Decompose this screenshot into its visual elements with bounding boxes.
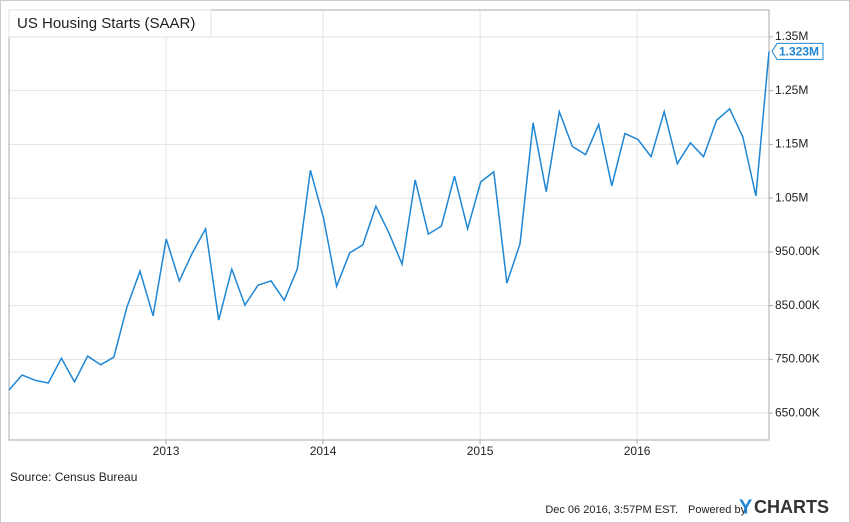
- chart-title: US Housing Starts (SAAR): [17, 15, 195, 32]
- timestamp: Dec 06 2016, 3:57PM EST.: [545, 504, 678, 516]
- line-series: [8, 51, 770, 391]
- powered-by: Powered by: [688, 504, 747, 516]
- last-value-label: 1.323M: [779, 45, 819, 59]
- y-tick-label: 1.25M: [775, 83, 808, 97]
- title-box: [8, 9, 212, 38]
- x-tick-label: 2014: [310, 444, 337, 458]
- source: Source: Census Bureau: [10, 470, 137, 484]
- y-tick-label: 1.15M: [775, 137, 808, 151]
- y-tick-label: 950.00K: [775, 244, 820, 258]
- value-label-box: [771, 42, 824, 60]
- grid: [9, 10, 773, 444]
- marks: [8, 51, 770, 391]
- brand: CHARTS: [754, 497, 829, 517]
- plot-frame: [8, 9, 770, 441]
- y-tick-label: 650.00K: [775, 405, 820, 419]
- x-tick-label: 2016: [624, 444, 651, 458]
- y-tick-label: 750.00K: [775, 352, 820, 366]
- x-tick-label: 2015: [467, 444, 494, 458]
- brand-mark: Y: [739, 496, 753, 518]
- y-tick-label: 1.05M: [775, 190, 808, 204]
- y-tick-label: 1.35M: [775, 29, 808, 43]
- y-tick-label: 850.00K: [775, 298, 820, 312]
- x-tick-label: 2013: [153, 444, 180, 458]
